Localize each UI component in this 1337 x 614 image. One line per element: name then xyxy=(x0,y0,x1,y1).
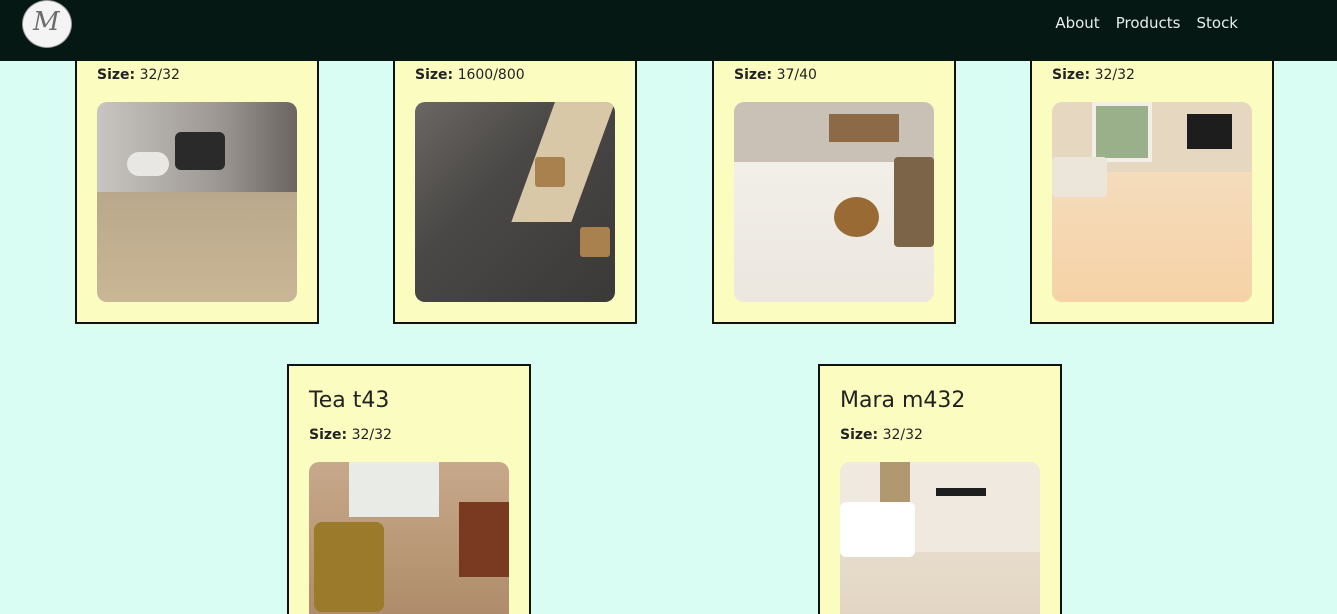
seat-shape xyxy=(535,157,565,187)
stool-shape xyxy=(127,152,169,176)
sofa-shape xyxy=(894,157,934,247)
size-label: Size: xyxy=(1052,67,1091,83)
size-value: 32/32 xyxy=(882,427,923,443)
product-image[interactable] xyxy=(415,102,615,302)
armchair-shape xyxy=(314,522,384,612)
navbar: M About Products Stock xyxy=(0,0,1337,61)
size-label: Size: xyxy=(840,427,879,443)
nav-links: About Products Stock xyxy=(1055,14,1238,32)
size-label: Size: xyxy=(97,67,136,83)
brand-logo[interactable]: M xyxy=(22,0,72,48)
logo-letter: M xyxy=(33,7,60,37)
console-shape xyxy=(936,488,986,528)
size-label: Size: xyxy=(415,67,454,83)
couch-shape xyxy=(1052,157,1107,197)
product-image[interactable] xyxy=(1052,102,1252,302)
window-shape xyxy=(1092,102,1152,162)
cabinet-shape xyxy=(459,502,509,577)
product-card[interactable]: Size: 32/32 xyxy=(1030,30,1274,324)
product-size: Size: 32/32 xyxy=(1052,67,1135,83)
product-card[interactable]: Size: 32/32 xyxy=(75,30,319,324)
lounge-chair-shape xyxy=(840,502,915,557)
size-value: 32/32 xyxy=(1094,67,1135,83)
product-card[interactable]: Mara m432 Size: 32/32 xyxy=(818,364,1062,614)
product-image[interactable] xyxy=(734,102,934,302)
size-label: Size: xyxy=(309,427,348,443)
seat-shape xyxy=(580,227,610,257)
product-card[interactable]: Size: 1600/800 xyxy=(393,30,637,324)
size-value: 1600/800 xyxy=(457,67,525,83)
size-value: 32/32 xyxy=(139,67,180,83)
product-size: Size: 32/32 xyxy=(309,427,392,443)
product-card[interactable]: Size: 37/40 xyxy=(712,30,956,324)
table-shape xyxy=(834,197,879,237)
nav-link-products[interactable]: Products xyxy=(1115,14,1181,32)
chair-shape xyxy=(175,132,225,170)
product-card[interactable]: Tea t43 Size: 32/32 xyxy=(287,364,531,614)
product-image[interactable] xyxy=(840,462,1040,614)
size-label: Size: xyxy=(734,67,773,83)
product-size: Size: 32/32 xyxy=(840,427,923,443)
sideboard-shape xyxy=(829,114,899,142)
window-shape xyxy=(349,462,439,517)
product-image[interactable] xyxy=(97,102,297,302)
nav-link-stock[interactable]: Stock xyxy=(1196,14,1238,32)
product-title: Tea t43 xyxy=(309,388,390,413)
tv-shape xyxy=(1187,114,1232,149)
nav-link-about[interactable]: About xyxy=(1055,14,1100,32)
size-value: 32/32 xyxy=(351,427,392,443)
product-image[interactable] xyxy=(309,462,509,614)
product-title: Mara m432 xyxy=(840,388,966,413)
product-size: Size: 32/32 xyxy=(97,67,180,83)
product-size: Size: 1600/800 xyxy=(415,67,525,83)
size-value: 37/40 xyxy=(776,67,817,83)
product-size: Size: 37/40 xyxy=(734,67,817,83)
